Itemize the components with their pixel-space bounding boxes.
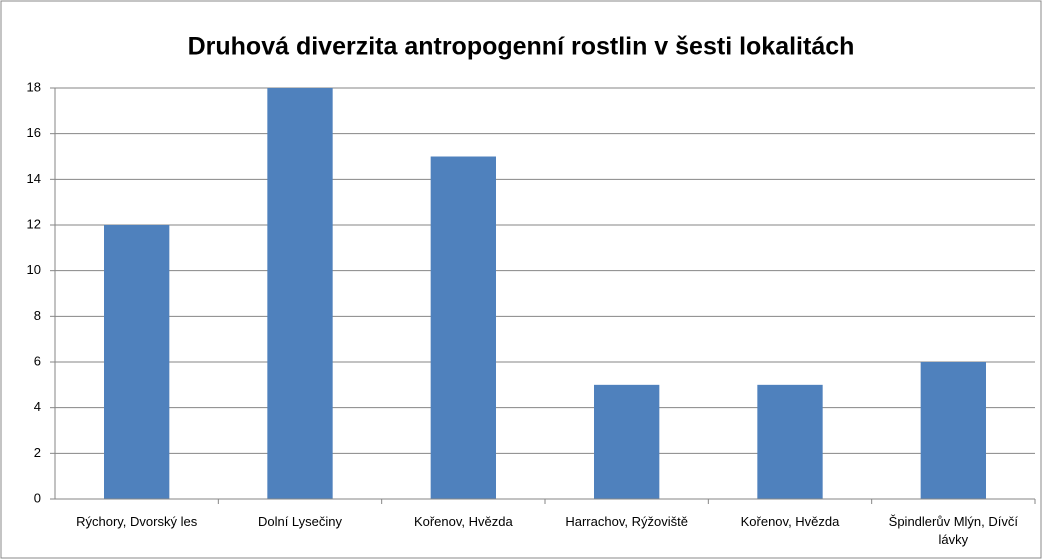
y-tick-label: 10 bbox=[27, 262, 41, 277]
x-tick-label: Harrachov, Rýžoviště bbox=[565, 514, 688, 529]
x-tick-label: Dolní Lysečiny bbox=[257, 514, 343, 529]
y-tick-label: 6 bbox=[34, 353, 41, 368]
x-tick-label: Špindlerův Mlýn, Dívčí lávky bbox=[888, 514, 1018, 547]
y-tick-label: 16 bbox=[27, 125, 41, 140]
bar bbox=[920, 362, 986, 499]
x-tick-label: Rýchory, Dvorský les bbox=[76, 514, 198, 529]
y-tick-label: 2 bbox=[34, 445, 41, 460]
bar bbox=[757, 384, 823, 499]
x-tick-label: Kořenov, Hvězda bbox=[740, 514, 840, 529]
bar bbox=[430, 156, 496, 499]
bar bbox=[267, 88, 333, 499]
y-tick-label: 0 bbox=[34, 490, 41, 505]
y-tick-label: 14 bbox=[27, 171, 41, 186]
bar bbox=[594, 384, 660, 499]
y-tick-label: 8 bbox=[34, 308, 41, 323]
chart-title: Druhová diverzita antropogenní rostlin v… bbox=[188, 33, 855, 61]
y-tick-label: 12 bbox=[27, 216, 41, 231]
x-tick-label: Kořenov, Hvězda bbox=[413, 514, 513, 529]
y-tick-label: 4 bbox=[34, 399, 41, 414]
y-tick-label: 18 bbox=[27, 79, 41, 94]
bar bbox=[104, 225, 170, 499]
